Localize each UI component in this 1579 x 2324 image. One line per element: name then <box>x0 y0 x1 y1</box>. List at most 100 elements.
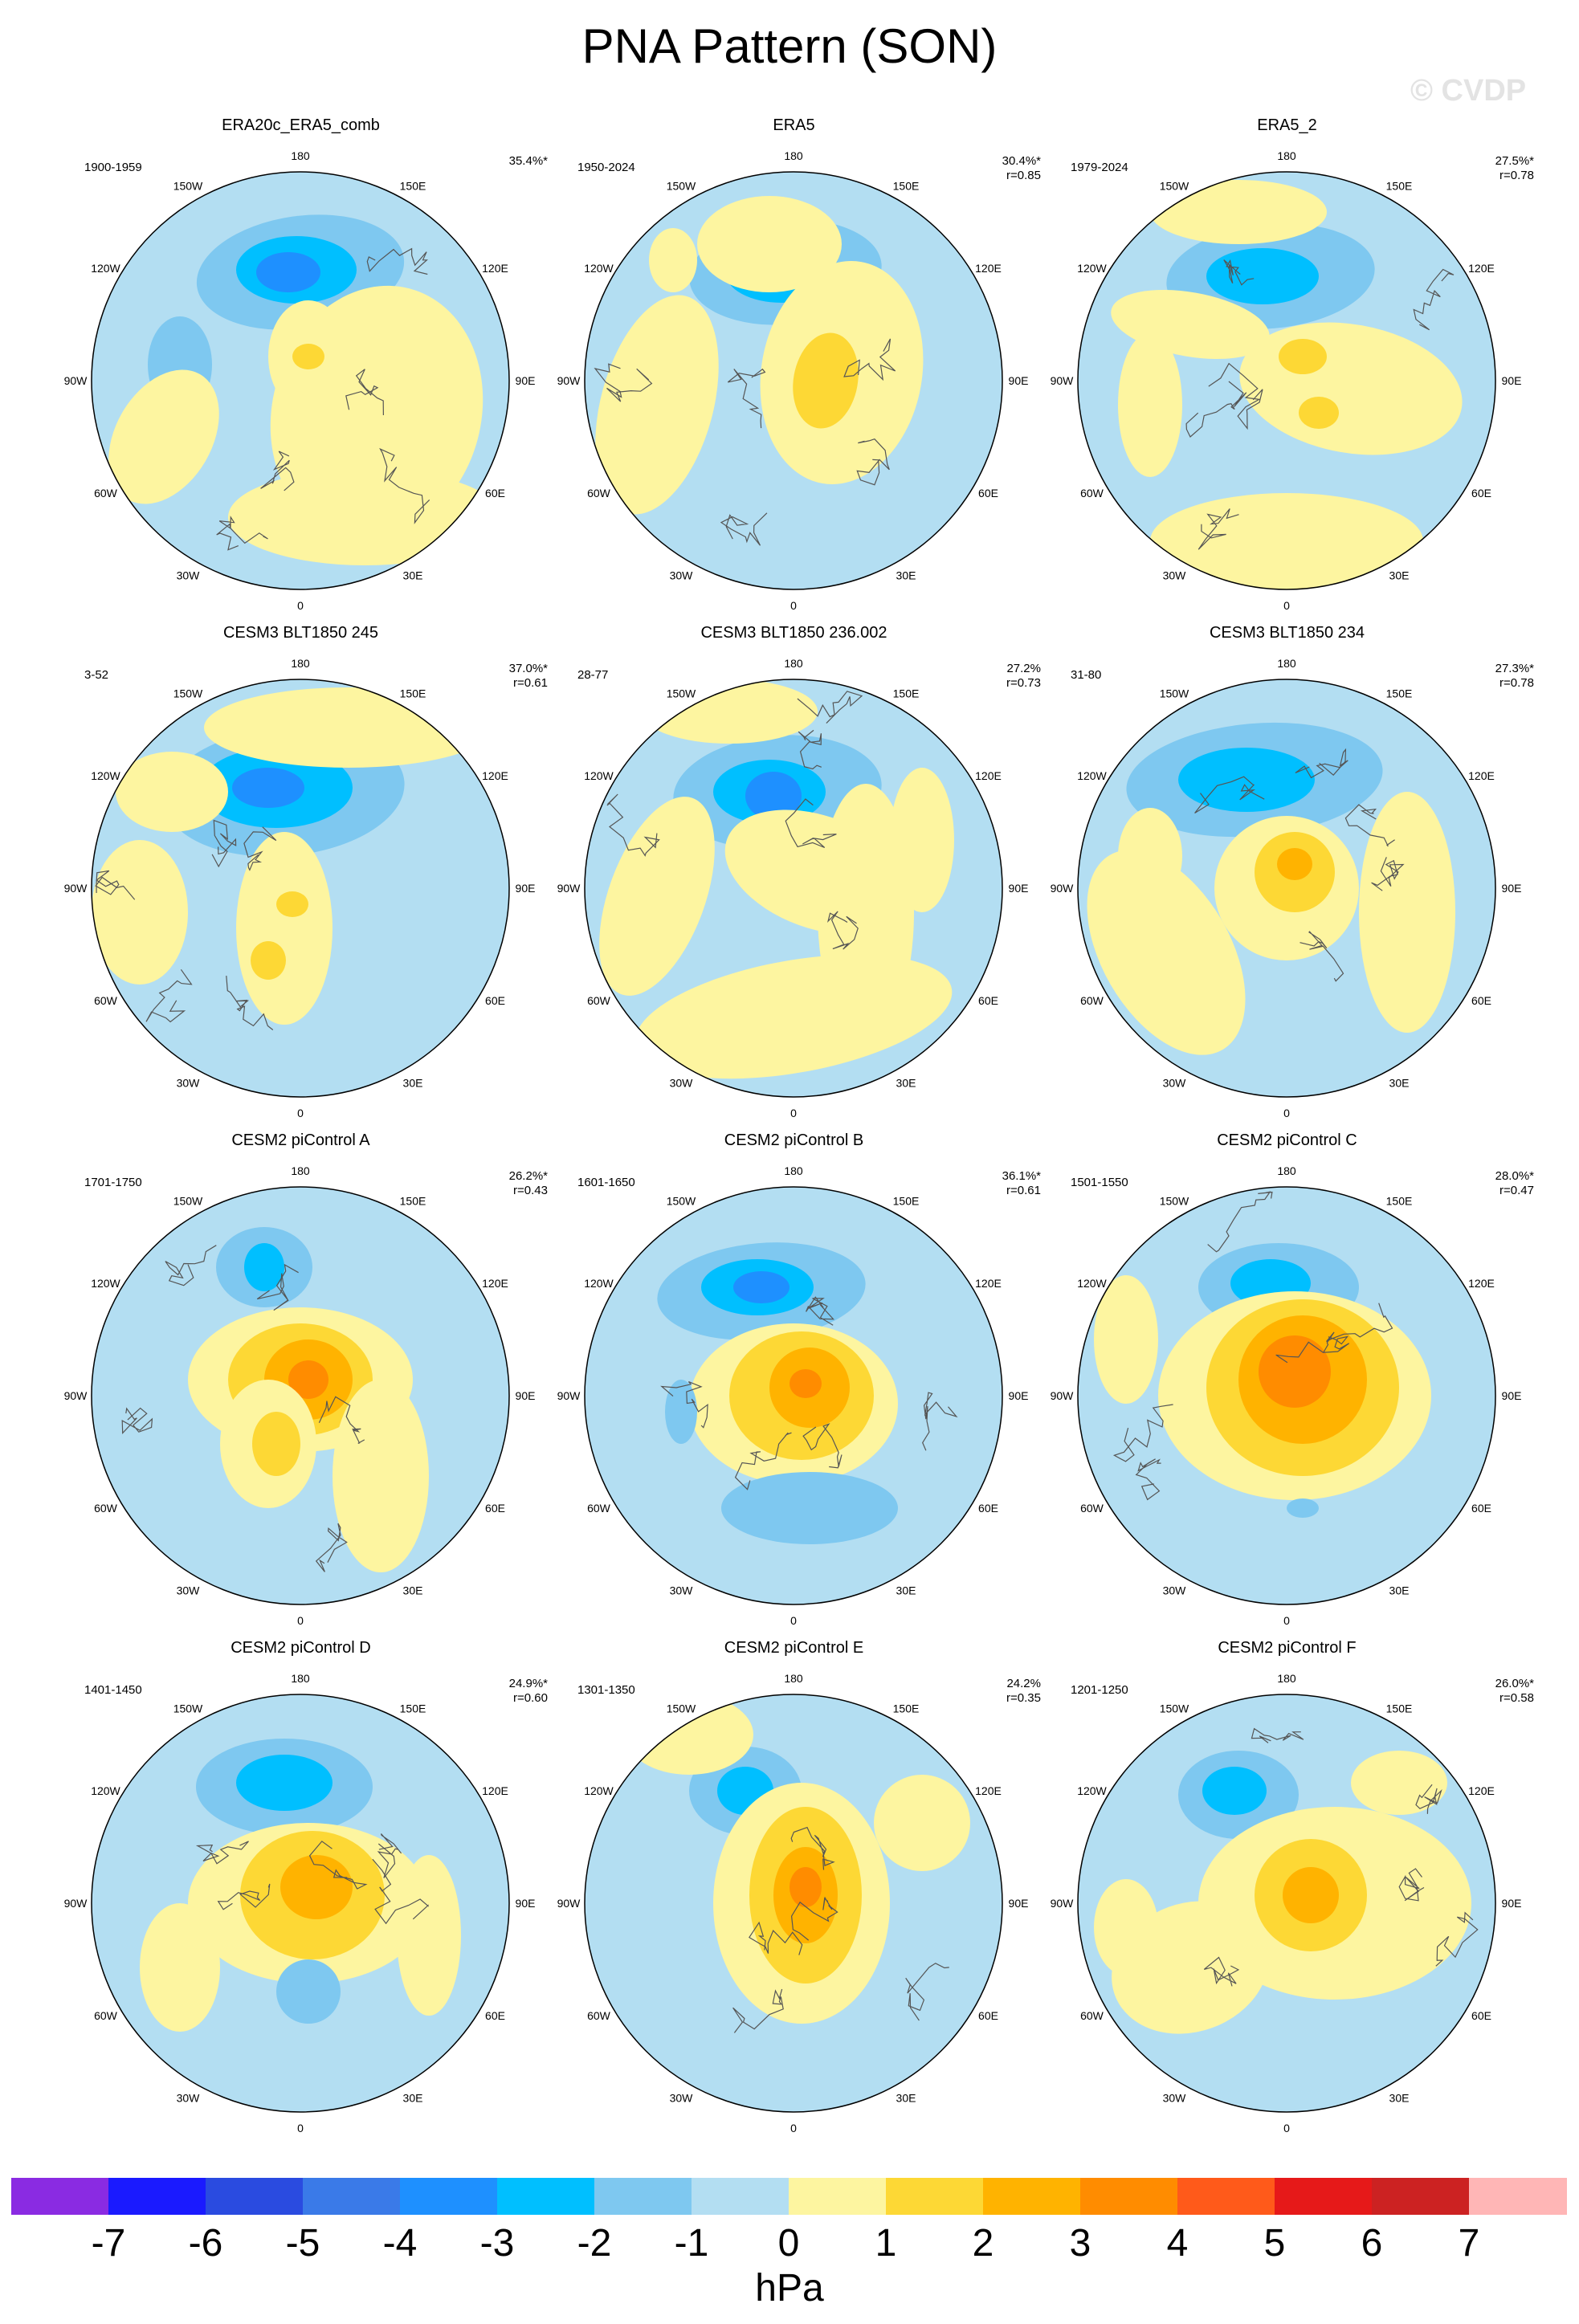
panel-variance: 36.1%* <box>1002 1169 1041 1183</box>
longitude-label: 60E <box>978 1502 998 1515</box>
longitude-label: 90E <box>1502 1897 1522 1910</box>
longitude-label: 0 <box>297 1614 304 1627</box>
anomaly-contour <box>92 840 188 985</box>
map-panel: CESM2 piControl D 1401-1450 24.9%* r=0.60 18… <box>54 1638 548 2144</box>
panel-title: ERA5 <box>773 116 815 134</box>
longitude-label: 60E <box>485 487 505 499</box>
longitude-label: 30W <box>670 569 694 582</box>
colorbar-tick-label: 0 <box>777 2222 800 2265</box>
polar-map: 180 150E 120E 90E 60E 30E 0 30W 60W 90W 120W 150W <box>1051 657 1522 1119</box>
colorbar-units: hPa <box>755 2267 824 2310</box>
longitude-label: 180 <box>291 1164 310 1177</box>
longitude-label: 90W <box>1051 374 1075 387</box>
anomaly-contour <box>793 332 859 429</box>
longitude-label: 150W <box>1160 180 1189 193</box>
anomaly-contour <box>228 469 501 565</box>
anomaly-contour <box>721 1472 898 1544</box>
coastline <box>660 1296 958 1490</box>
longitude-label: 120W <box>91 1784 120 1797</box>
anomaly-contour <box>236 832 333 1025</box>
longitude-label: 150W <box>1160 687 1189 700</box>
anomaly-contour <box>1359 792 1455 1033</box>
anomaly-contour <box>890 768 954 912</box>
map-border <box>584 679 1003 1098</box>
longitude-label: 150W <box>1160 1195 1189 1208</box>
longitude-label: 180 <box>291 149 310 162</box>
anomaly-contour <box>634 954 953 1079</box>
panel-period: 31-80 <box>1071 668 1102 682</box>
longitude-label: 150E <box>1386 687 1413 700</box>
coastline <box>606 691 863 950</box>
panel-period: 1401-1450 <box>84 1683 142 1697</box>
panel-variance: 35.4%* <box>508 154 548 168</box>
panel-variance: 26.0%* <box>1495 1677 1534 1690</box>
longitude-label: 60E <box>1471 487 1491 499</box>
anomaly-contour <box>288 1360 328 1399</box>
longitude-label: 90E <box>1009 882 1029 895</box>
longitude-label: 120E <box>482 1277 508 1290</box>
coastline <box>594 338 896 546</box>
colorbar <box>11 2178 1567 2215</box>
colorbar-tick-label: -4 <box>382 2222 418 2265</box>
longitude-label: 0 <box>790 1614 797 1627</box>
anomaly-contour <box>333 1380 429 1572</box>
longitude-label: 0 <box>297 1107 304 1119</box>
longitude-label: 0 <box>1283 1614 1290 1627</box>
longitude-label: 150W <box>667 180 696 193</box>
colorbar-tick-label: 4 <box>1166 2222 1189 2265</box>
anomaly-contour <box>1259 1335 1331 1408</box>
longitude-label: 150W <box>667 687 696 700</box>
map-border <box>1077 1186 1496 1605</box>
longitude-label: 60E <box>485 994 505 1007</box>
longitude-label: 150W <box>173 1195 203 1208</box>
panel-period: 3-52 <box>84 668 109 682</box>
anomaly-contour <box>1279 339 1327 374</box>
longitude-label: 30W <box>177 569 201 582</box>
panel-correlation: r=0.61 <box>1006 1184 1041 1197</box>
longitude-label: 60W <box>1080 487 1104 499</box>
anomaly-contour <box>1118 808 1182 904</box>
colorbar-segment <box>303 2178 401 2215</box>
figure-title: PNA Pattern (SON) <box>581 19 998 73</box>
panel-correlation: r=0.73 <box>1006 676 1041 690</box>
anomaly-contour <box>733 1271 790 1303</box>
longitude-label: 180 <box>784 149 803 162</box>
colorbar-segment <box>11 2178 109 2215</box>
longitude-label: 60W <box>1080 2009 1104 2022</box>
anomaly-contour <box>1351 1751 1447 1815</box>
polar-map: 180 150E 120E 90E 60E 30E 0 30W 60W 90W 120W 150W <box>64 1164 536 1627</box>
panel-correlation: r=0.47 <box>1499 1184 1534 1197</box>
map-border <box>1077 1694 1496 2113</box>
colorbar-segment <box>497 2178 595 2215</box>
longitude-label: 30W <box>1163 1584 1187 1597</box>
map-panel: ERA5_2 1979-2024 27.5%* r=0.78 180 150E 120E 90… <box>1040 116 1534 622</box>
longitude-label: 90W <box>64 1389 88 1402</box>
longitude-label: 90W <box>64 882 88 895</box>
colorbar-segment <box>1275 2178 1373 2215</box>
map-panel: CESM3 BLT1850 245 3-52 37.0%* r=0.61 180 150E… <box>54 623 548 1129</box>
longitude-label: 180 <box>784 657 803 670</box>
coastline <box>216 247 430 551</box>
longitude-label: 120W <box>1077 769 1107 782</box>
panel-correlation: r=0.35 <box>1006 1691 1041 1705</box>
longitude-label: 120E <box>482 1784 508 1797</box>
longitude-label: 30E <box>403 2092 423 2105</box>
longitude-label: 120E <box>975 1277 1002 1290</box>
longitude-label: 30W <box>177 1077 201 1090</box>
colorbar-segment <box>789 2178 887 2215</box>
map-panel: CESM3 BLT1850 236.002 28-77 27.2% r=0.73 180… <box>547 623 1041 1129</box>
longitude-label: 60E <box>485 2009 505 2022</box>
longitude-label: 30E <box>1389 569 1410 582</box>
anomaly-contour <box>874 1775 970 1871</box>
map-border <box>91 1694 510 2113</box>
panel-variance: 24.9%* <box>508 1677 548 1690</box>
longitude-label: 150W <box>173 1702 203 1715</box>
longitude-label: 120E <box>975 262 1002 275</box>
polar-map: 180 150E 120E 90E 60E 30E 0 30W 60W 90W 120W 150W <box>64 149 536 612</box>
longitude-label: 150E <box>400 1195 426 1208</box>
map-border <box>91 171 510 590</box>
panel-variance: 30.4%* <box>1002 154 1041 168</box>
longitude-label: 150E <box>1386 1195 1413 1208</box>
longitude-label: 60W <box>1080 1502 1104 1515</box>
polar-map: 180 150E 120E 90E 60E 30E 0 30W 60W 90W 120W 150W <box>64 657 536 1119</box>
